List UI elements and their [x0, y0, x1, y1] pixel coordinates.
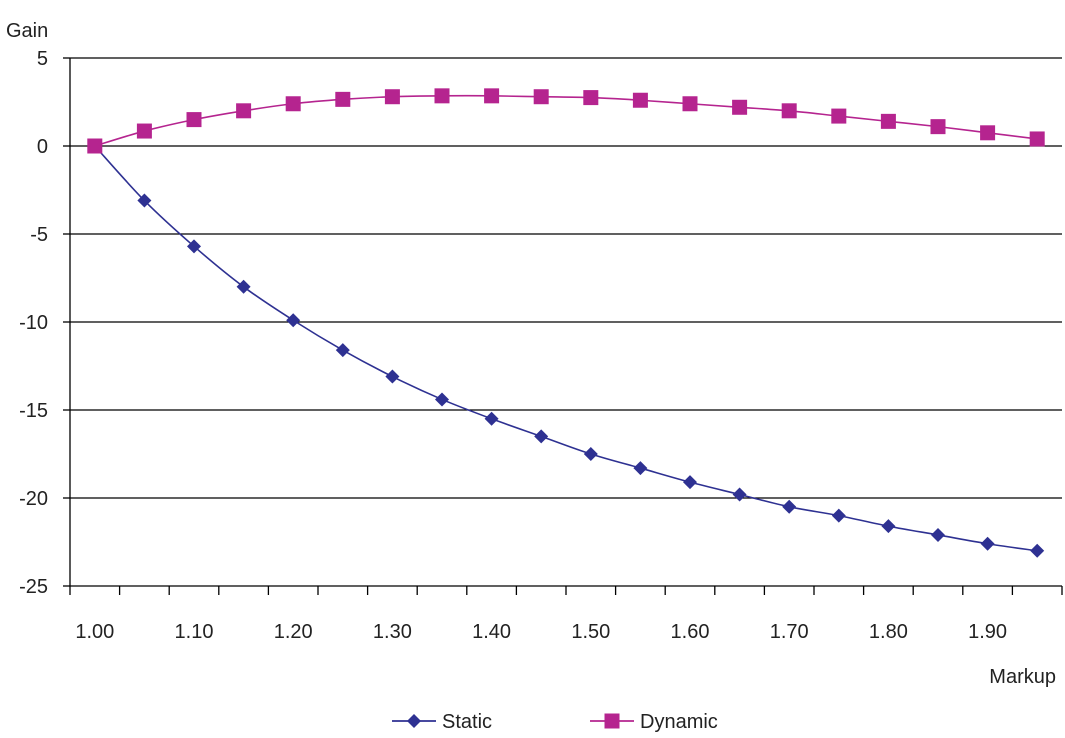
y-tick-label: 5 — [37, 48, 48, 70]
legend: Static Dynamic — [392, 711, 718, 733]
data-point-diamond — [335, 343, 350, 358]
data-point-square — [1029, 131, 1045, 147]
data-point-diamond — [732, 487, 747, 502]
data-point-diamond — [931, 527, 945, 542]
data-point-square — [583, 90, 599, 106]
data-point-diamond — [484, 411, 499, 426]
data-point-diamond — [1030, 543, 1045, 558]
data-point-square — [484, 88, 500, 104]
legend-item-static: Static — [392, 711, 492, 733]
series-layer — [87, 88, 1045, 558]
x-tick-label: 1.90 — [968, 621, 1007, 643]
data-point-square — [384, 89, 400, 105]
y-tick-label: -15 — [19, 400, 48, 422]
data-point-square — [285, 96, 301, 112]
series-dynamic — [87, 88, 1045, 154]
data-point-diamond — [407, 714, 421, 728]
data-point-square — [186, 112, 202, 128]
x-axis-ticks: 1.00 1.10 1.20 1.30 1.40 1.50 1.60 1.70 1.80 1.90 — [69, 586, 1063, 643]
x-tick-label: 1.20 — [274, 621, 313, 643]
y-tick-label: -10 — [19, 312, 48, 334]
gridlines — [70, 57, 1062, 587]
data-point-diamond — [187, 239, 201, 254]
x-tick-label: 1.30 — [373, 621, 412, 643]
data-point-diamond — [385, 369, 400, 384]
data-point-diamond — [435, 392, 449, 407]
y-tick-label: -20 — [19, 488, 48, 510]
data-point-square — [236, 103, 252, 119]
data-point-square — [533, 89, 549, 105]
data-point-diamond — [286, 313, 301, 328]
data-point-diamond — [683, 475, 697, 490]
series-line-static — [94, 145, 1038, 552]
data-point-diamond — [137, 193, 152, 208]
legend-label: Dynamic — [640, 711, 718, 733]
data-point-square — [604, 713, 620, 729]
x-tick-label: 1.10 — [175, 621, 214, 643]
data-point-square — [335, 91, 351, 107]
legend-item-dynamic: Dynamic — [590, 711, 718, 733]
data-point-diamond — [583, 447, 598, 461]
data-point-diamond — [236, 279, 251, 294]
legend-label: Static — [442, 711, 492, 733]
data-point-square — [732, 99, 748, 115]
series-static — [87, 139, 1045, 558]
data-point-diamond — [534, 429, 549, 444]
data-point-square — [87, 138, 103, 154]
x-tick-label: 1.80 — [869, 621, 908, 643]
x-tick-label: 1.50 — [571, 621, 610, 643]
data-point-square — [632, 92, 648, 108]
data-point-diamond — [881, 519, 896, 534]
y-tick-label: -5 — [30, 224, 48, 246]
data-point-square — [880, 113, 896, 129]
data-point-square — [136, 123, 152, 139]
y-tick-label: 0 — [37, 136, 48, 158]
data-point-diamond — [633, 461, 648, 476]
data-point-square — [781, 103, 797, 119]
x-tick-label: 1.40 — [472, 621, 511, 643]
y-axis-title: Gain — [6, 20, 48, 42]
data-point-square — [930, 119, 946, 135]
data-point-diamond — [980, 536, 995, 551]
x-tick-label: 1.70 — [770, 621, 809, 643]
x-tick-label: 1.00 — [75, 621, 114, 643]
y-axis-ticks: 5 0 -5 -10 -15 -20 -25 — [19, 48, 70, 598]
data-point-square — [831, 108, 847, 124]
data-point-diamond — [782, 499, 797, 514]
data-point-square — [980, 125, 996, 141]
x-axis-title: Markup — [989, 666, 1056, 688]
data-point-square — [682, 96, 698, 112]
y-tick-label: -25 — [19, 576, 48, 598]
data-point-square — [434, 88, 450, 104]
data-point-diamond — [831, 508, 846, 523]
x-tick-label: 1.60 — [671, 621, 710, 643]
